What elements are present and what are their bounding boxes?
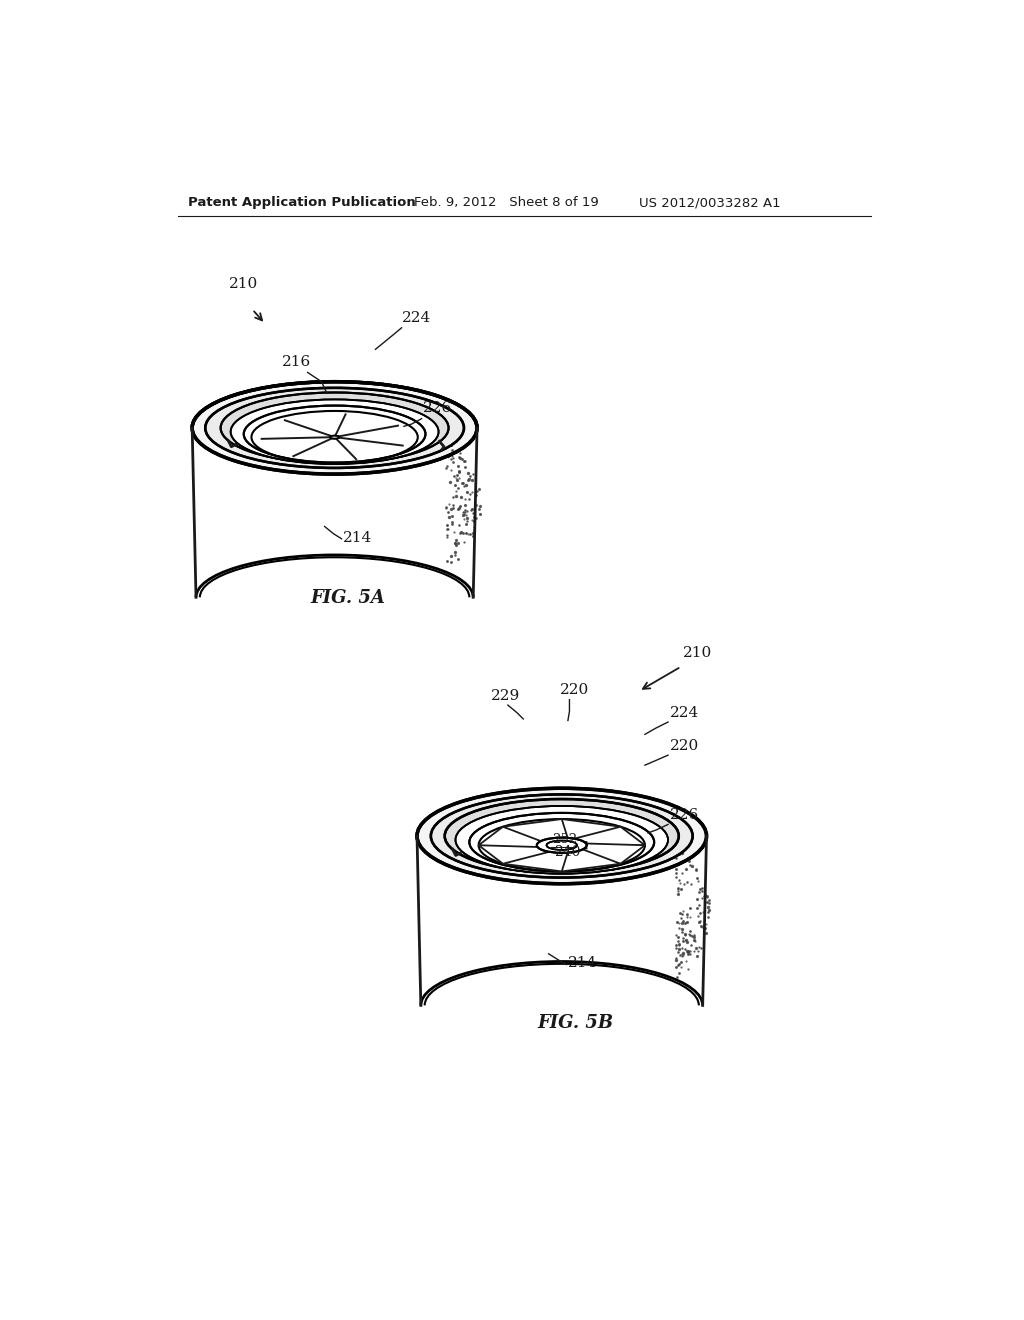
Ellipse shape [537,838,587,853]
Text: US 2012/0033282 A1: US 2012/0033282 A1 [639,197,780,209]
Text: 214: 214 [568,956,597,970]
Polygon shape [478,826,588,849]
Text: 252: 252 [552,833,577,846]
Text: 216: 216 [282,355,310,370]
Text: 240: 240 [554,845,581,859]
Text: Patent Application Publication: Patent Application Publication [188,197,416,209]
Ellipse shape [547,841,577,850]
Text: FIG. 5B: FIG. 5B [538,1015,613,1032]
Text: Feb. 9, 2012   Sheet 8 of 19: Feb. 9, 2012 Sheet 8 of 19 [414,197,599,209]
Ellipse shape [456,807,668,874]
Polygon shape [537,842,645,863]
Ellipse shape [417,788,707,884]
Ellipse shape [244,405,425,462]
Text: 210: 210 [229,277,258,290]
Ellipse shape [444,799,679,873]
Text: 224: 224 [402,312,432,326]
Ellipse shape [193,381,477,474]
Ellipse shape [220,392,449,463]
Text: 226: 226 [423,401,453,416]
Text: 224: 224 [670,706,698,719]
Text: 226: 226 [670,808,698,822]
Polygon shape [503,837,572,871]
Polygon shape [551,818,621,853]
Polygon shape [551,837,621,871]
Ellipse shape [431,795,692,878]
Polygon shape [478,842,588,863]
Text: 220: 220 [560,682,590,697]
Text: 214: 214 [343,531,373,545]
Ellipse shape [230,400,438,465]
Polygon shape [537,826,645,849]
Text: 229: 229 [490,689,520,702]
Ellipse shape [330,436,339,438]
Polygon shape [503,818,572,853]
Ellipse shape [205,388,464,469]
Ellipse shape [469,813,654,871]
Text: 210: 210 [683,647,712,660]
Text: FIG. 5A: FIG. 5A [310,590,385,607]
Text: 220: 220 [670,739,698,752]
